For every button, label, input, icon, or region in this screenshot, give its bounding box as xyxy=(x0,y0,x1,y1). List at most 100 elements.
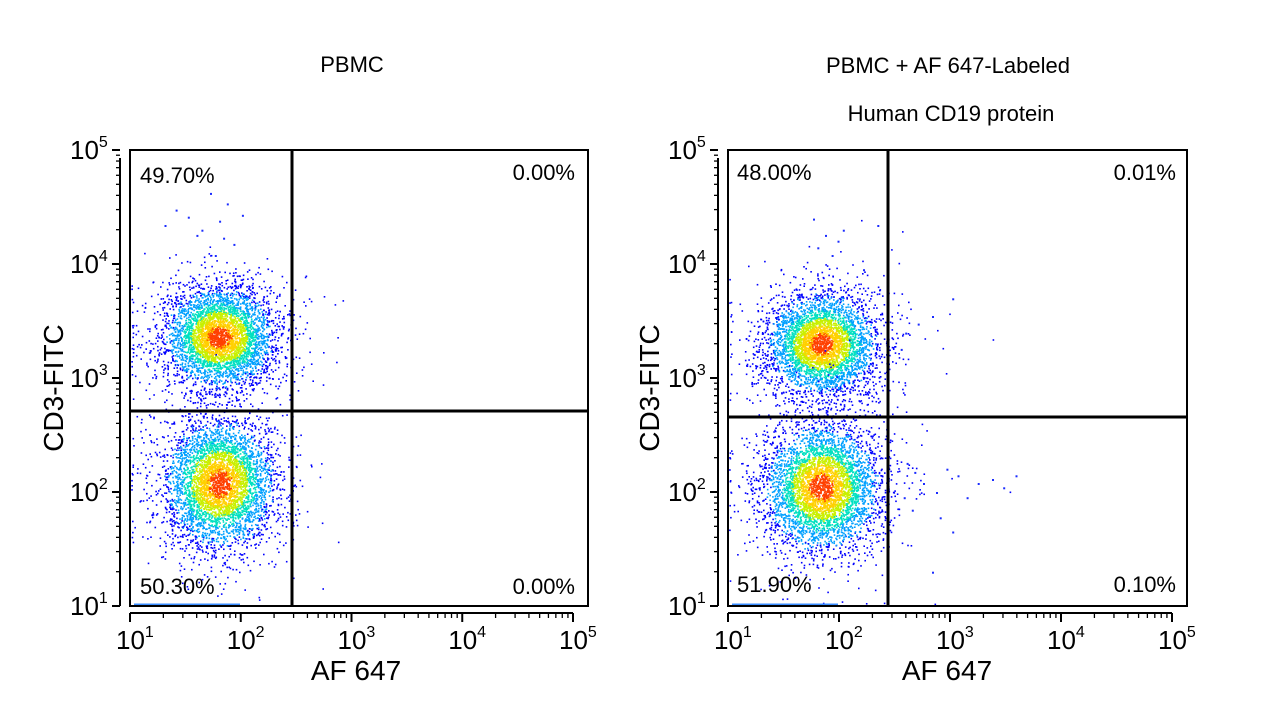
event-dot xyxy=(139,382,141,384)
event-dot xyxy=(247,371,249,373)
event-dot xyxy=(242,356,244,358)
event-dot xyxy=(205,358,207,360)
event-dot xyxy=(253,377,255,379)
event-dot xyxy=(172,533,174,535)
event-dot xyxy=(206,295,208,297)
event-dot xyxy=(225,321,227,323)
event-dot xyxy=(162,307,164,309)
event-dot xyxy=(194,335,196,337)
event-dot xyxy=(163,517,165,519)
event-dot xyxy=(270,384,272,386)
event-dot xyxy=(163,369,165,371)
event-dot xyxy=(188,317,190,319)
event-dot xyxy=(229,370,231,372)
event-dot xyxy=(169,325,171,327)
event-dot xyxy=(167,304,169,306)
event-dot xyxy=(140,347,142,349)
event-dot xyxy=(168,299,170,301)
event-dot xyxy=(246,318,248,320)
event-dot xyxy=(283,328,285,330)
event-dot xyxy=(164,454,166,456)
event-dot xyxy=(165,469,167,471)
event-dot xyxy=(254,292,256,294)
event-dot xyxy=(176,338,178,340)
event-dot xyxy=(170,278,172,280)
event-dot xyxy=(236,398,238,400)
event-dot xyxy=(227,279,229,281)
event-dot xyxy=(274,480,276,482)
event-dot xyxy=(142,305,144,307)
event-dot xyxy=(248,538,250,540)
event-dot xyxy=(208,286,210,288)
event-dot xyxy=(263,322,265,324)
event-dot xyxy=(279,455,281,457)
event-dot xyxy=(273,444,275,446)
event-dot xyxy=(321,463,323,465)
event-dot xyxy=(183,359,185,361)
event-dot xyxy=(252,534,254,536)
event-dot xyxy=(259,433,261,435)
event-dot xyxy=(174,383,176,385)
event-dot xyxy=(272,490,274,492)
event-dot xyxy=(234,298,236,300)
event-dot xyxy=(283,318,285,320)
event-dot xyxy=(188,348,190,350)
event-dot xyxy=(259,364,261,366)
event-dot xyxy=(183,351,185,353)
event-dot xyxy=(244,352,246,354)
event-dot xyxy=(176,367,178,369)
event-dot xyxy=(229,401,231,403)
event-dot xyxy=(246,290,248,292)
event-dot xyxy=(180,541,182,543)
event-dot xyxy=(182,308,184,310)
event-dot xyxy=(276,332,278,334)
event-dot xyxy=(165,351,167,353)
event-dot xyxy=(253,321,255,323)
event-dot xyxy=(197,548,199,550)
event-dot xyxy=(207,302,209,304)
event-dot xyxy=(193,383,195,385)
event-dot xyxy=(230,379,232,381)
event-dot xyxy=(253,437,255,439)
event-dot xyxy=(312,380,314,382)
event-dot xyxy=(254,309,256,311)
event-dot xyxy=(163,298,165,300)
event-dot xyxy=(228,307,230,309)
event-dot xyxy=(226,352,228,354)
event-dot xyxy=(287,314,289,316)
event-dot xyxy=(269,429,271,431)
event-dot xyxy=(282,488,284,490)
event-dot xyxy=(211,384,213,386)
event-dot xyxy=(143,489,145,491)
event-dot xyxy=(221,593,223,595)
event-dot xyxy=(184,406,186,408)
event-dot xyxy=(153,281,155,283)
event-dot xyxy=(242,370,244,372)
event-dot xyxy=(254,533,256,535)
event-dot xyxy=(255,426,257,428)
event-dot xyxy=(268,510,270,512)
event-dot xyxy=(176,347,178,349)
event-dot xyxy=(214,556,216,558)
event-dot xyxy=(137,416,139,418)
event-dot xyxy=(220,361,222,363)
event-dot xyxy=(279,534,281,536)
event-dot xyxy=(227,354,229,356)
event-dot xyxy=(174,514,176,516)
event-dot xyxy=(153,319,155,321)
event-dot xyxy=(194,345,196,347)
event-dot xyxy=(216,280,218,282)
event-dot xyxy=(240,406,242,408)
event-dot xyxy=(244,426,246,428)
event-dot xyxy=(249,305,251,307)
event-dot xyxy=(256,376,258,378)
event-dot xyxy=(194,363,196,365)
event-dot xyxy=(260,341,262,343)
event-dot xyxy=(217,387,219,389)
event-dot xyxy=(302,369,304,371)
event-dot xyxy=(182,354,184,356)
event-dot xyxy=(278,497,280,499)
event-dot xyxy=(281,435,283,437)
event-dot xyxy=(213,356,215,358)
event-dot xyxy=(200,559,202,561)
